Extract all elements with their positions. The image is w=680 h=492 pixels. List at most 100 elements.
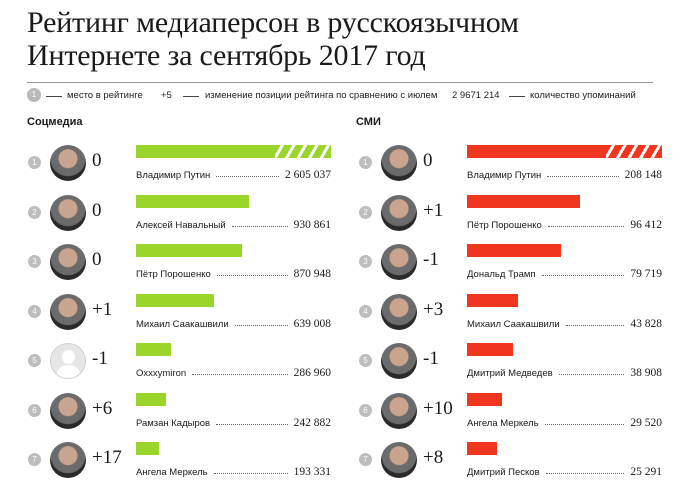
chart-row: 5 -1 Oxxxymiron 286 960 <box>28 343 331 393</box>
rank-change-label: -1 <box>423 249 439 270</box>
legend-dash <box>46 96 62 97</box>
chart-row: 3 0 Пётр Порошенко 870 948 <box>28 244 331 294</box>
legend-rank-text: место в рейтинге <box>67 90 143 101</box>
value-label: 43 828 <box>630 317 662 330</box>
category-label: Михаил Саакашвили <box>136 318 229 330</box>
category-label: Ангела Меркель <box>136 467 208 478</box>
rank-change-label: 0 <box>423 150 433 171</box>
value-label: 25 291 <box>630 466 662 478</box>
category-label: Михаил Саакашвили <box>467 318 560 330</box>
legend-rank-circle: 1 <box>27 88 41 102</box>
rank-change-label: +1 <box>92 298 113 320</box>
rank-change-label: +10 <box>423 397 453 419</box>
leader-dots <box>547 176 619 177</box>
rank-change-label: 0 <box>92 199 102 221</box>
rank-change-label: +8 <box>423 447 444 468</box>
legend: 1 место в рейтинге +5 изменение позиции … <box>27 87 653 105</box>
bar <box>467 343 513 356</box>
leader-dots <box>217 275 288 276</box>
rank-badge: 4 <box>359 304 372 318</box>
value-label: 286 960 <box>293 367 331 379</box>
title-line-2: Интернете за сентябрь 2017 год <box>27 39 426 72</box>
value-label: 29 520 <box>630 416 662 429</box>
rank-badge: 4 <box>28 304 41 318</box>
title-divider <box>27 82 653 83</box>
rank-badge: 7 <box>359 453 372 466</box>
media-section-title: СМИ <box>356 116 381 128</box>
person-photo-avatar <box>50 442 86 478</box>
chart-row: 4 +3 Михаил Саакашвили 43 828 <box>359 293 662 344</box>
leader-dots <box>566 324 624 326</box>
title-line-1: Рейтинг медиаперсон в русскоязычном <box>27 6 519 39</box>
legend-change-example: +5 <box>161 90 172 101</box>
social-section-title: Соцмедиа <box>27 116 83 128</box>
rank-badge: 1 <box>28 156 41 169</box>
person-photo-avatar <box>50 392 86 429</box>
value-label: 38 908 <box>630 367 662 379</box>
person-photo-avatar <box>381 145 417 181</box>
category-label: Пётр Порошенко <box>467 219 542 231</box>
rank-badge: 5 <box>359 354 372 367</box>
chart-title: Рейтинг медиаперсон в русскоязычном Инте… <box>27 6 667 72</box>
person-photo-avatar <box>50 145 86 181</box>
value-label: 79 719 <box>630 268 662 280</box>
value-label: 639 008 <box>293 317 331 330</box>
bar <box>467 194 580 208</box>
rank-badge: 3 <box>359 255 372 268</box>
chart-row: 3 -1 Дональд Трамп 79 719 <box>359 244 662 294</box>
chart-row: 1 0 Владимир Путин 2 605 037 <box>28 145 331 195</box>
leader-dots <box>214 473 288 474</box>
rank-change-label: +17 <box>92 447 122 468</box>
value-label: 870 948 <box>293 268 331 280</box>
leader-dots <box>545 423 624 425</box>
rank-badge: 2 <box>359 205 372 219</box>
category-label: Алексей Навальный <box>136 219 226 231</box>
value-label: 208 148 <box>624 169 662 181</box>
category-label: Ангела Меркель <box>467 417 539 429</box>
legend-count-example: 2 9671 214 <box>452 90 500 101</box>
bar <box>136 343 171 356</box>
scale-break-marker <box>275 145 331 158</box>
rank-change-label: -1 <box>92 348 108 369</box>
value-label: 2 605 037 <box>285 169 331 181</box>
rank-change-label: -1 <box>423 348 439 369</box>
bar <box>467 392 502 406</box>
bar <box>467 244 561 257</box>
bar <box>136 194 249 208</box>
leader-dots <box>559 374 624 375</box>
leader-dots <box>192 374 288 375</box>
value-label: 193 331 <box>293 466 331 478</box>
value-label: 96 412 <box>630 218 662 231</box>
scale-break-marker <box>606 145 662 158</box>
bar <box>467 293 518 307</box>
rank-badge: 7 <box>28 453 41 466</box>
rank-badge: 2 <box>28 205 41 219</box>
leader-dots <box>216 423 288 425</box>
leader-dots <box>548 225 624 227</box>
rank-badge: 1 <box>359 156 372 169</box>
chart-row: 4 +1 Михаил Саакашвили 639 008 <box>28 293 331 344</box>
bar <box>467 442 497 455</box>
leader-dots <box>542 275 624 276</box>
leader-dots <box>232 225 288 227</box>
leader-dots <box>216 176 279 177</box>
chart-row: 5 -1 Дмитрий Медведев 38 908 <box>359 343 662 393</box>
category-label: Рамзан Кадыров <box>136 417 211 429</box>
rank-badge: 6 <box>359 403 372 417</box>
leader-dots <box>546 473 624 474</box>
category-label: Oxxxymiron <box>136 368 187 379</box>
leader-dots <box>235 324 288 326</box>
rank-change-label: +6 <box>92 397 113 419</box>
bar <box>136 145 331 158</box>
legend-count-text: количество упоминаний <box>530 90 636 101</box>
category-label: Дмитрий Песков <box>467 467 540 478</box>
chart-row: 6 +10 Ангела Меркель 29 520 <box>359 392 662 443</box>
bar <box>136 442 159 455</box>
chart-row: 6 +6 Рамзан Кадыров 242 882 <box>28 392 331 443</box>
person-photo-avatar <box>50 194 86 231</box>
bar <box>136 293 214 307</box>
legend-change-text: изменение позиции рейтинга по сравнению … <box>205 90 438 101</box>
category-label: Владимир Путин <box>467 170 542 181</box>
category-label: Владимир Путин <box>136 170 211 181</box>
person-photo-avatar <box>381 293 417 330</box>
